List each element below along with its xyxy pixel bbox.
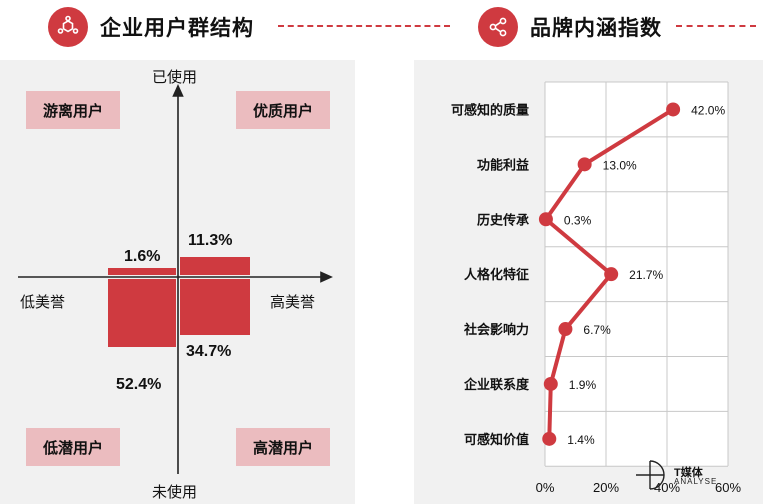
bar-top-right (180, 256, 250, 275)
plot-area (545, 82, 728, 466)
category-label: 可感知的质量 (451, 102, 529, 118)
bar-value-bottom-right: 34.7% (186, 343, 232, 360)
category-label: 社会影响力 (463, 322, 529, 338)
bar-value-bottom-left: 52.4% (116, 376, 162, 393)
quadrant-label-top-right: 优质用户 (236, 91, 330, 129)
bar-top-left (108, 268, 176, 275)
x-tick-label: 0% (536, 480, 555, 495)
data-label: 13.0% (603, 158, 637, 172)
data-point (543, 376, 558, 391)
bar-bottom-left (108, 279, 176, 348)
quadrant-label-top-left: 游离用户 (26, 91, 120, 129)
header-user-structure: 企业用户群结构 (48, 6, 254, 48)
category-label: 可感知价值 (464, 432, 529, 448)
data-label: 6.7% (583, 323, 611, 337)
data-point (542, 431, 557, 446)
quadrant-label-bottom-right: 高潜用户 (236, 428, 330, 466)
data-point (666, 102, 681, 117)
category-label: 人格化特征 (464, 267, 529, 283)
header-divider-left (278, 25, 450, 27)
category-label: 功能利益 (477, 157, 529, 173)
logo-name: T媒体 (674, 467, 703, 479)
data-label: 42.0% (691, 103, 725, 117)
section-title-user-structure: 企业用户群结构 (100, 17, 254, 40)
data-point (538, 212, 553, 227)
header-divider-right (676, 25, 756, 27)
data-point (577, 157, 592, 172)
axis-label-top: 已使用 (152, 69, 198, 86)
axis-label-bottom: 未使用 (152, 484, 198, 501)
axis-label-right: 高美誉 (270, 294, 316, 311)
horizontal-axis-arrow (320, 271, 333, 283)
category-label: 历史传承 (477, 212, 529, 228)
quadrant-label-bottom-left: 低潜用户 (26, 428, 120, 466)
x-tick-label: 60% (715, 480, 741, 495)
section-title-brand-index: 品牌内涵指数 (530, 17, 662, 40)
data-point (604, 267, 619, 282)
share-nodes-icon (478, 7, 518, 47)
header-brand-index: 品牌内涵指数 (478, 6, 662, 48)
media-logo: T媒体 ANALYSE (636, 455, 746, 500)
data-label: 1.9% (569, 378, 597, 392)
data-label: 1.4% (567, 433, 595, 447)
logo-sub: ANALYSE (674, 477, 718, 486)
vertical-axis-arrow (172, 84, 184, 97)
data-label: 0.3% (564, 213, 592, 227)
data-label: 21.7% (629, 268, 663, 282)
bar-value-top-right: 11.3% (188, 232, 233, 249)
hexagon-molecule-icon (48, 7, 88, 47)
x-tick-label: 20% (593, 480, 619, 495)
data-point (558, 322, 573, 337)
category-label: 企业联系度 (463, 377, 530, 393)
bar-value-top-left: 1.6% (124, 248, 161, 265)
axis-label-left: 低美誉 (20, 294, 66, 311)
bar-bottom-right (180, 279, 250, 335)
